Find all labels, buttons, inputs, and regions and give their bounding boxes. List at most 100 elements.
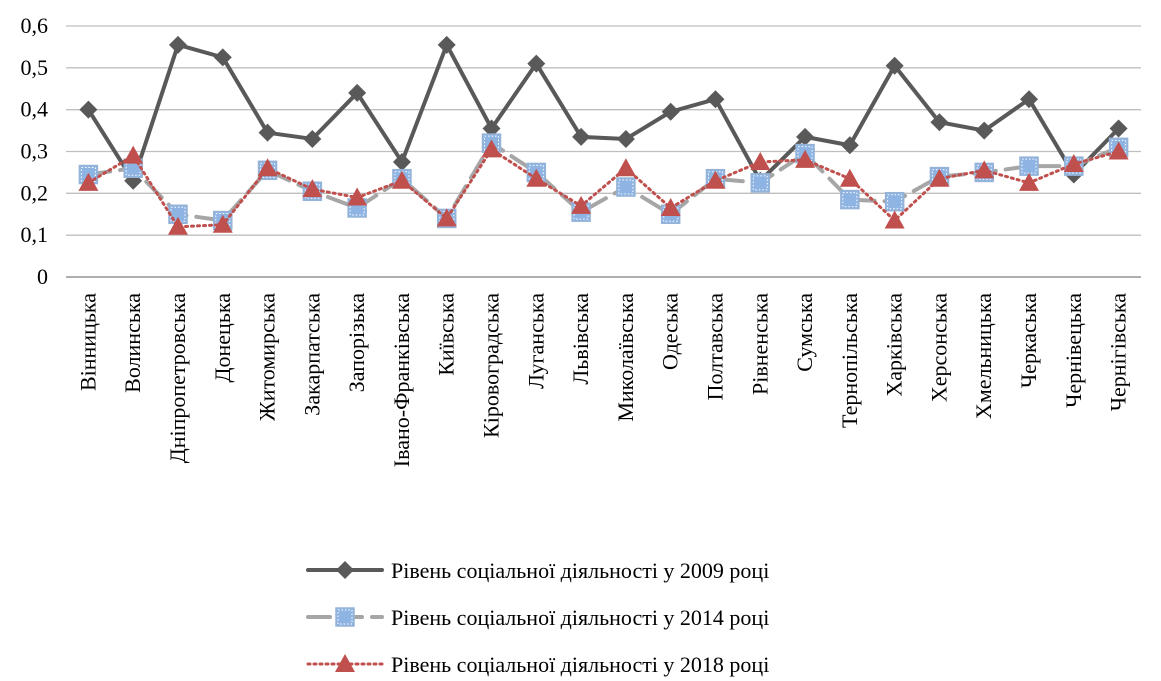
series-3-point [347,187,368,206]
series-3-point [78,172,99,191]
x-category-label: Чернігівська [1106,293,1131,411]
series-3-point [839,168,860,187]
x-category-label: Донецька [210,293,235,383]
series-3-point [167,216,188,235]
x-category-label: Полтавська [702,293,727,401]
series-3-point [750,151,771,170]
series-1-point [79,100,98,119]
x-category-label: Хмельницька [971,293,996,419]
series-1-point [930,113,949,132]
x-category-label: Сумська [792,293,817,372]
series-2-point [750,173,771,193]
legend: Рівень соціальної діяльності у 2009 році… [306,558,769,677]
series-3-point [571,195,592,214]
series-1-point [303,129,322,148]
series-2-point-texture [618,179,634,195]
x-category-label: Рівненська [747,293,772,395]
series-2-point-texture [752,175,768,191]
legend-label-3: Рівень соціальної діяльності у 2018 році [391,652,769,677]
x-category-label: Луганська [523,293,548,389]
series-1-point [661,102,680,121]
series-1-point [258,123,277,142]
x-category-label: Київська [434,293,459,376]
y-tick-label: 0,3 [21,139,49,164]
x-category-label: Херсонська [926,293,951,402]
series-1-point [616,129,635,148]
series-3-point [302,179,323,198]
series-2-point [840,189,860,210]
x-category-label: Харківська [882,293,907,397]
series-1-point [527,54,546,73]
series-3-point [391,170,412,189]
x-category-label: Миколаївська [613,293,638,422]
series-1-point [348,83,367,102]
x-category-label: Запорізька [344,293,369,392]
x-category-label: Черкаська [1016,293,1041,388]
series-1-point [437,35,456,54]
series-1-point [482,119,501,138]
x-axis-category-labels: Вінницька Волинська Дніпропетровська Донець… [75,293,1130,467]
x-category-label: Львівська [568,293,593,385]
series-2 [78,133,1129,231]
series-1 [79,35,1128,190]
series-1-point [796,127,815,146]
series-1-point [840,136,859,155]
x-category-label: Одеська [658,293,683,370]
series-2-point [884,191,905,212]
y-tick-label: 0,6 [21,13,49,38]
series-3-point [615,158,636,177]
series-3-point [481,139,502,158]
legend-label-1: Рівень соціальної діяльності у 2009 році [391,558,769,583]
y-tick-label: 0,5 [21,55,49,80]
x-category-label: Кіровоградська [479,293,504,438]
series-1-point [1109,119,1128,138]
series-3 [78,139,1129,235]
gridlines [66,25,1141,278]
series-1-point [706,90,725,109]
legend-marker-2-texture [337,609,353,625]
series-3-point [795,149,816,168]
series-3-point [884,210,905,229]
series-1-line [86,42,1121,183]
x-category-label: Івано-Франківська [389,293,414,467]
series-1-point [392,152,411,171]
series-3-line [86,147,1121,229]
series-3-point [974,160,995,179]
series-3-point [705,170,726,189]
series-1-point [1020,90,1039,109]
series-3-point [1063,154,1084,173]
x-category-label: Чернівецька [1061,293,1086,408]
legend-marker-3 [335,654,355,672]
series-3-point [1108,141,1129,160]
series-3-point [436,208,457,227]
legend-label-2: Рівень соціальної діяльності у 2014 році [391,605,769,630]
y-tick-label: 0 [37,264,48,289]
x-category-label: Волинська [120,293,145,393]
series-3-point [660,197,681,216]
series-2-point [616,177,636,197]
series-1-point [572,127,591,146]
series-3-point [257,158,278,177]
series-1-point [885,56,904,75]
x-category-label: Закарпатська [299,293,324,416]
series-3-point [1019,172,1040,191]
y-axis-tick-labels: 0 0,1 0,2 0,3 0,4 0,5 0,6 [21,13,49,289]
series-2-point-texture [887,194,903,210]
y-tick-label: 0,1 [21,222,49,247]
y-tick-label: 0,2 [21,180,49,205]
series-1-point [213,48,232,67]
series-3-point [526,168,547,187]
series-2-point [1019,156,1039,176]
series-2-point-texture [842,192,858,208]
y-tick-label: 0,4 [21,97,49,122]
series-3-point [929,168,950,187]
series-3-point [123,145,144,164]
series-3-point [212,214,233,233]
x-category-label: Житомирська [255,293,280,421]
series-2-line [86,141,1121,223]
series-1-point [975,121,994,140]
x-category-label: Дніпропетровська [165,293,190,463]
series-1-point [168,35,187,54]
legend-marker-2 [335,607,355,627]
